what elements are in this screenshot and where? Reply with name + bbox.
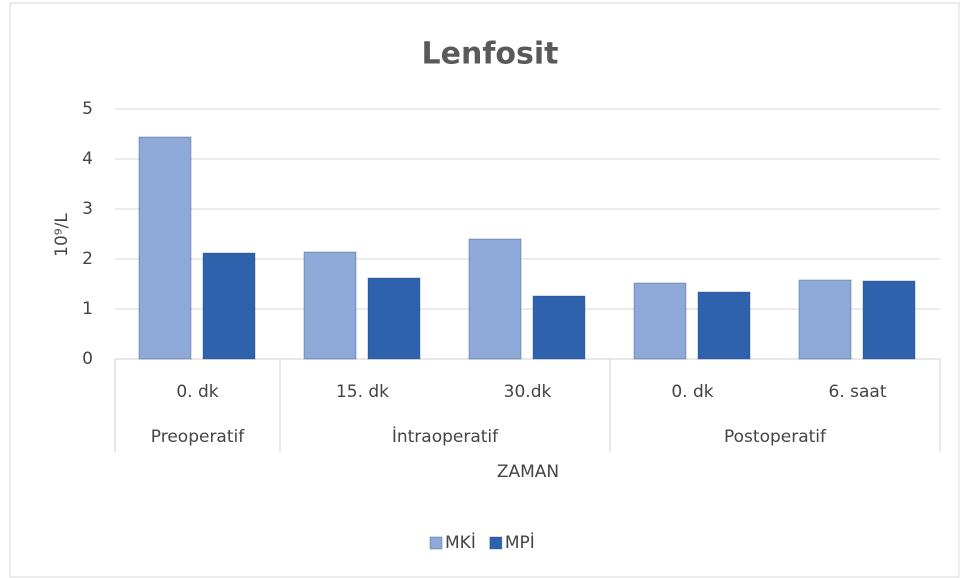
x-tick-label: 30.dk xyxy=(504,382,552,402)
x-axis-label: ZAMAN xyxy=(497,462,559,482)
group-label: İntraoperatif xyxy=(392,426,499,447)
x-tick-label: 0. dk xyxy=(671,382,713,402)
bar xyxy=(633,282,687,360)
legend-swatch xyxy=(429,536,443,550)
bar xyxy=(303,251,357,360)
bar xyxy=(468,238,522,360)
y-tick-label: 1 xyxy=(82,299,93,319)
bar xyxy=(697,291,751,360)
x-tick-label: 0. dk xyxy=(176,382,218,402)
chart-title: Lenfosit xyxy=(422,37,559,72)
group-label: Postoperatif xyxy=(724,427,827,447)
bar xyxy=(202,252,256,360)
y-tick-label: 3 xyxy=(82,199,93,219)
y-axis-label: 10⁹/L xyxy=(52,213,72,257)
group-label: Preoperatif xyxy=(151,427,245,447)
y-tick-label: 5 xyxy=(82,99,93,119)
legend-swatch xyxy=(489,536,503,550)
y-tick-label: 4 xyxy=(82,149,93,169)
bar xyxy=(367,277,421,360)
bar xyxy=(798,279,852,360)
y-tick-label: 2 xyxy=(82,249,93,269)
x-tick-label: 6. saat xyxy=(829,382,887,402)
legend-label: MKİ xyxy=(445,532,476,553)
legend-label: MPİ xyxy=(505,532,535,553)
x-tick-label: 15. dk xyxy=(336,382,389,402)
bar xyxy=(532,295,586,360)
bar xyxy=(138,136,192,360)
bar xyxy=(862,280,916,360)
y-tick-label: 0 xyxy=(82,349,93,369)
